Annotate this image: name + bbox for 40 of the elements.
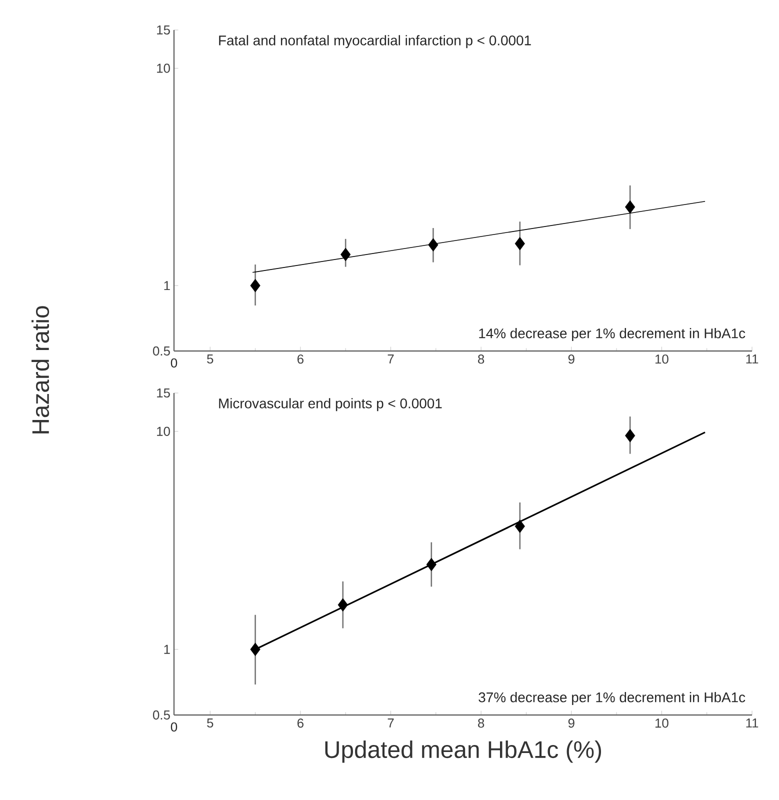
y-tick-label: 0.5 bbox=[152, 710, 170, 720]
x-tick-label: 6 bbox=[297, 354, 304, 364]
point bbox=[338, 598, 348, 612]
y-tick-label: 15 bbox=[157, 388, 170, 398]
x-tick-label: 5 bbox=[207, 718, 214, 728]
text: 0 bbox=[170, 358, 178, 368]
x-tick-label: 11 bbox=[746, 718, 758, 728]
y-tick-label: 1 bbox=[164, 644, 170, 654]
y-tick-label: 1 bbox=[164, 281, 170, 290]
y-tick-label: 10 bbox=[157, 64, 170, 73]
point bbox=[428, 238, 438, 252]
x-tick-label: 9 bbox=[568, 354, 574, 364]
x-tick-label: 7 bbox=[388, 354, 394, 364]
point bbox=[250, 642, 260, 656]
x-tick-label: 5 bbox=[207, 354, 214, 364]
chart-title: Fatal and nonfatal myocardial infarction p < 0.0001 bbox=[219, 35, 531, 48]
x-tick-label: 10 bbox=[655, 718, 668, 728]
point bbox=[625, 200, 636, 214]
point bbox=[426, 558, 436, 572]
text: 0 bbox=[170, 722, 178, 732]
chart-title: Microvascular end points p < 0.0001 bbox=[219, 398, 442, 412]
point bbox=[514, 520, 525, 533]
x-tick-label: 7 bbox=[388, 718, 394, 728]
point bbox=[514, 236, 525, 250]
x-tick-label: 11 bbox=[746, 354, 758, 364]
point bbox=[340, 248, 351, 262]
y-tick-label: 15 bbox=[157, 25, 170, 35]
point bbox=[250, 278, 260, 292]
y-axis-title: Hazard ratio bbox=[32, 306, 50, 434]
annotation: 37% decrease per 1% decrement in HbA1c bbox=[478, 692, 746, 706]
x-tick-label: 6 bbox=[297, 718, 304, 728]
y-tick-label: 10 bbox=[157, 426, 170, 436]
y-tick-label: 0.5 bbox=[152, 346, 170, 356]
x-tick-label: 8 bbox=[478, 354, 484, 364]
x-axis-title: Updated mean HbA1c (%) bbox=[325, 740, 602, 763]
point bbox=[625, 428, 636, 442]
x-tick-label: 8 bbox=[478, 718, 484, 728]
annotation: 14% decrease per 1% decrement in HbA1c bbox=[479, 328, 746, 342]
x-tick-label: 9 bbox=[568, 718, 574, 728]
x-tick-label: 10 bbox=[655, 354, 668, 364]
